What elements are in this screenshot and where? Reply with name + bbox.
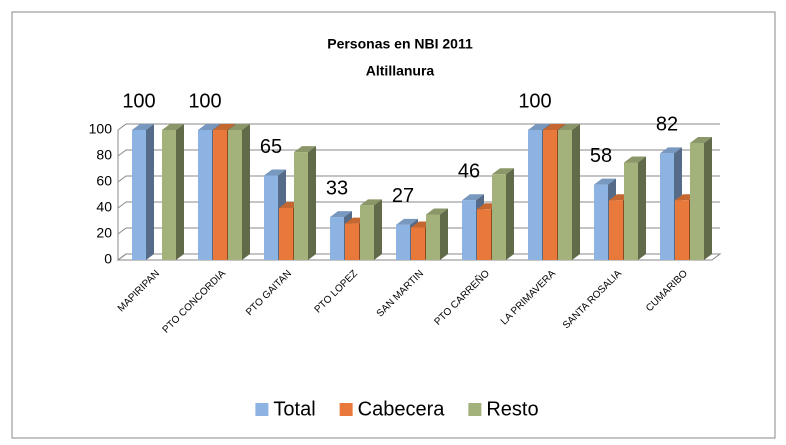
y-tick-label: 60 [96,173,112,189]
bar-top [213,124,235,130]
chart-subtitle: Altillanura [366,63,435,79]
data-label: 100 [518,90,551,112]
grid-line [117,149,720,157]
bar [609,200,623,260]
bar-top [543,124,565,130]
bar-top [264,169,286,176]
bar-side [146,124,154,260]
bar [162,130,176,260]
bar [594,184,608,260]
bar [264,175,278,260]
data-label: 100 [188,90,221,112]
bar [345,223,359,260]
grid-line [117,175,720,183]
bar [330,217,344,260]
bar-top [198,124,220,130]
bar-top [162,124,184,130]
bar [132,130,146,260]
legend-label: Resto [486,398,538,420]
bar [528,130,542,260]
bar-top [132,124,154,130]
data-label: 82 [656,114,678,136]
y-tick-label: 0 [104,251,112,267]
bar [426,214,440,260]
legend-label: Cabecera [358,398,446,420]
legend-swatch [468,403,482,416]
bar-side [440,208,448,260]
bar-top [594,178,616,185]
bar-side [704,137,712,260]
bar-top [360,199,382,206]
bar [411,227,425,260]
grid-line [117,123,720,131]
bar-top [690,137,712,143]
bar-side [506,168,514,260]
bar [624,162,638,260]
bar-top [228,124,250,130]
bar-top [528,124,550,130]
bar [279,208,293,260]
bar-top [492,168,514,175]
bar-side [242,124,250,260]
chart-title: Personas en NBI 2011 [327,36,473,52]
legend-label: Total [273,398,315,420]
grid-line [117,201,720,209]
bar [477,209,491,260]
bar-side [638,156,646,260]
y-tick-label: 100 [89,121,113,137]
data-label: 100 [122,90,155,112]
bar-top [558,124,580,130]
data-label: 27 [392,185,414,207]
bar [360,205,374,260]
grid-line [117,227,720,235]
bar-side [176,124,184,260]
data-label: 58 [590,145,612,167]
bar [228,130,242,260]
bar-top [624,156,646,163]
bar [198,130,212,260]
bar [462,200,476,260]
data-label: 33 [326,177,348,199]
bar-top [330,211,352,218]
bar-top [660,147,682,154]
bar [492,174,506,260]
bar [690,143,704,260]
bar [396,224,410,260]
bar-side [572,124,580,260]
bar-side [308,146,316,260]
data-label: 46 [458,160,480,182]
y-tick-label: 40 [96,199,112,215]
y-tick-label: 80 [96,147,112,163]
bar [558,130,572,260]
bar-top [396,218,418,225]
bar [660,153,674,260]
data-label: 65 [260,136,282,158]
bar [675,200,689,260]
bar [213,130,227,260]
bar-top [294,146,316,153]
grid-line [117,253,720,261]
legend-swatch [339,403,353,416]
bar [543,130,557,260]
legend: Total Cabecera Resto [255,398,539,420]
bar-top [426,208,448,215]
bar-side [374,199,382,260]
legend-swatch [255,403,269,416]
y-tick-label: 20 [96,225,112,241]
bar-top [462,194,484,201]
bar [294,152,308,260]
